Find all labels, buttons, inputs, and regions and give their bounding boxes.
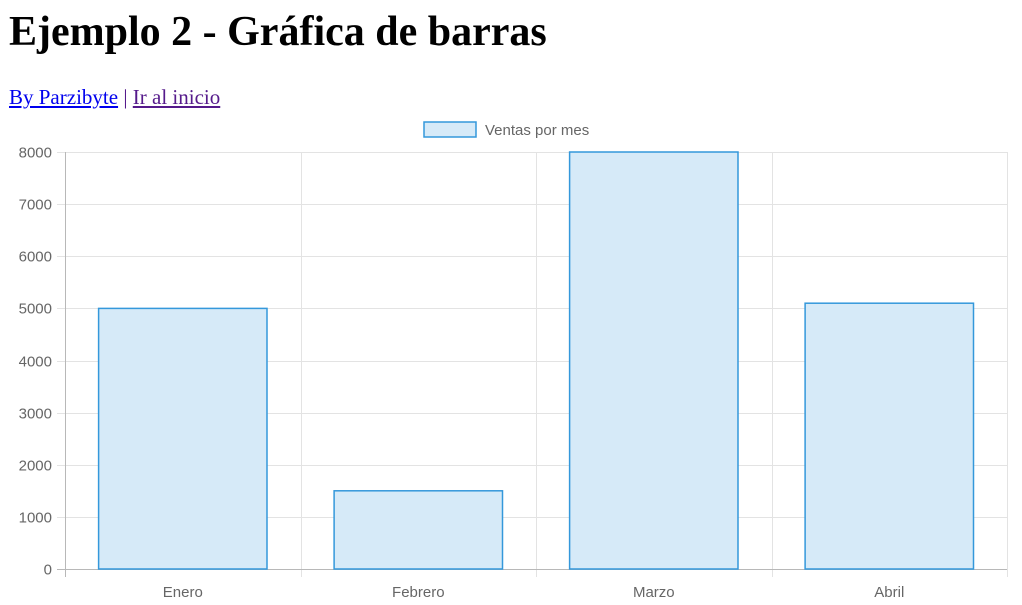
bar-enero[interactable] — [97, 307, 268, 570]
page-title: Ejemplo 2 - Gráfica de barras — [9, 9, 547, 55]
x-tick-label: Abril — [874, 584, 904, 601]
link-separator: | — [123, 85, 128, 109]
bar-febrero[interactable] — [333, 490, 504, 570]
y-tick-label: 7000 — [19, 197, 52, 214]
bars — [97, 151, 975, 570]
x-tick-label: Enero — [163, 584, 203, 601]
y-tick-label: 6000 — [19, 249, 52, 266]
y-axis-tick-labels: 0 1000 2000 3000 4000 5000 6000 7000 8000 — [19, 145, 52, 579]
x-tick-label: Febrero — [392, 584, 445, 601]
legend[interactable]: Ventas por mes — [423, 121, 589, 139]
bar-marzo[interactable] — [568, 151, 739, 570]
x-tick-label: Marzo — [633, 584, 675, 601]
home-link[interactable]: Ir al inicio — [132, 85, 221, 109]
bar-abril[interactable] — [804, 302, 975, 570]
x-axis-tick-labels: Enero Febrero Marzo Abril — [163, 584, 905, 601]
y-tick-label: 8000 — [19, 145, 52, 162]
nav-links: By Parzibyte | Ir al inicio — [9, 84, 220, 110]
legend-label[interactable]: Ventas por mes — [485, 122, 589, 139]
y-tick-label: 3000 — [19, 406, 52, 423]
bar-chart: Ventas por mes 0 1000 2000 3000 4000 5000 6000… — [19, 121, 1008, 601]
y-tick-label: 5000 — [19, 301, 52, 318]
legend-swatch[interactable] — [423, 121, 477, 138]
y-tick-label: 4000 — [19, 354, 52, 371]
y-tick-label: 1000 — [19, 510, 52, 527]
y-tick-label: 0 — [44, 562, 52, 579]
y-tick-label: 2000 — [19, 458, 52, 475]
author-link[interactable]: By Parzibyte — [9, 85, 119, 109]
